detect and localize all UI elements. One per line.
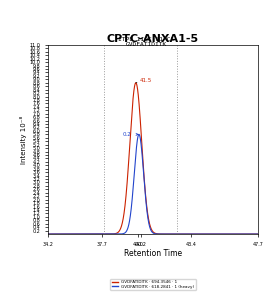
X-axis label: Retention Time: Retention Time bbox=[124, 249, 182, 258]
Text: 0.2: 0.2 bbox=[122, 132, 138, 137]
Y-axis label: Intensity 10⁻⁸: Intensity 10⁻⁸ bbox=[20, 116, 27, 164]
Text: ITPE IIQC 01 CL
GVDFATIDITK: ITPE IIQC 01 CL GVDFATIDITK bbox=[118, 36, 174, 47]
Legend: GVDFATIDITK · 694.3546 · 1, GVDFATIDITK · 618.2841 · 1 (heavy): GVDFATIDITK · 694.3546 · 1, GVDFATIDITK … bbox=[110, 279, 196, 290]
Title: CPTC-ANXA1-5: CPTC-ANXA1-5 bbox=[107, 34, 199, 44]
Text: 41.5: 41.5 bbox=[136, 78, 152, 83]
